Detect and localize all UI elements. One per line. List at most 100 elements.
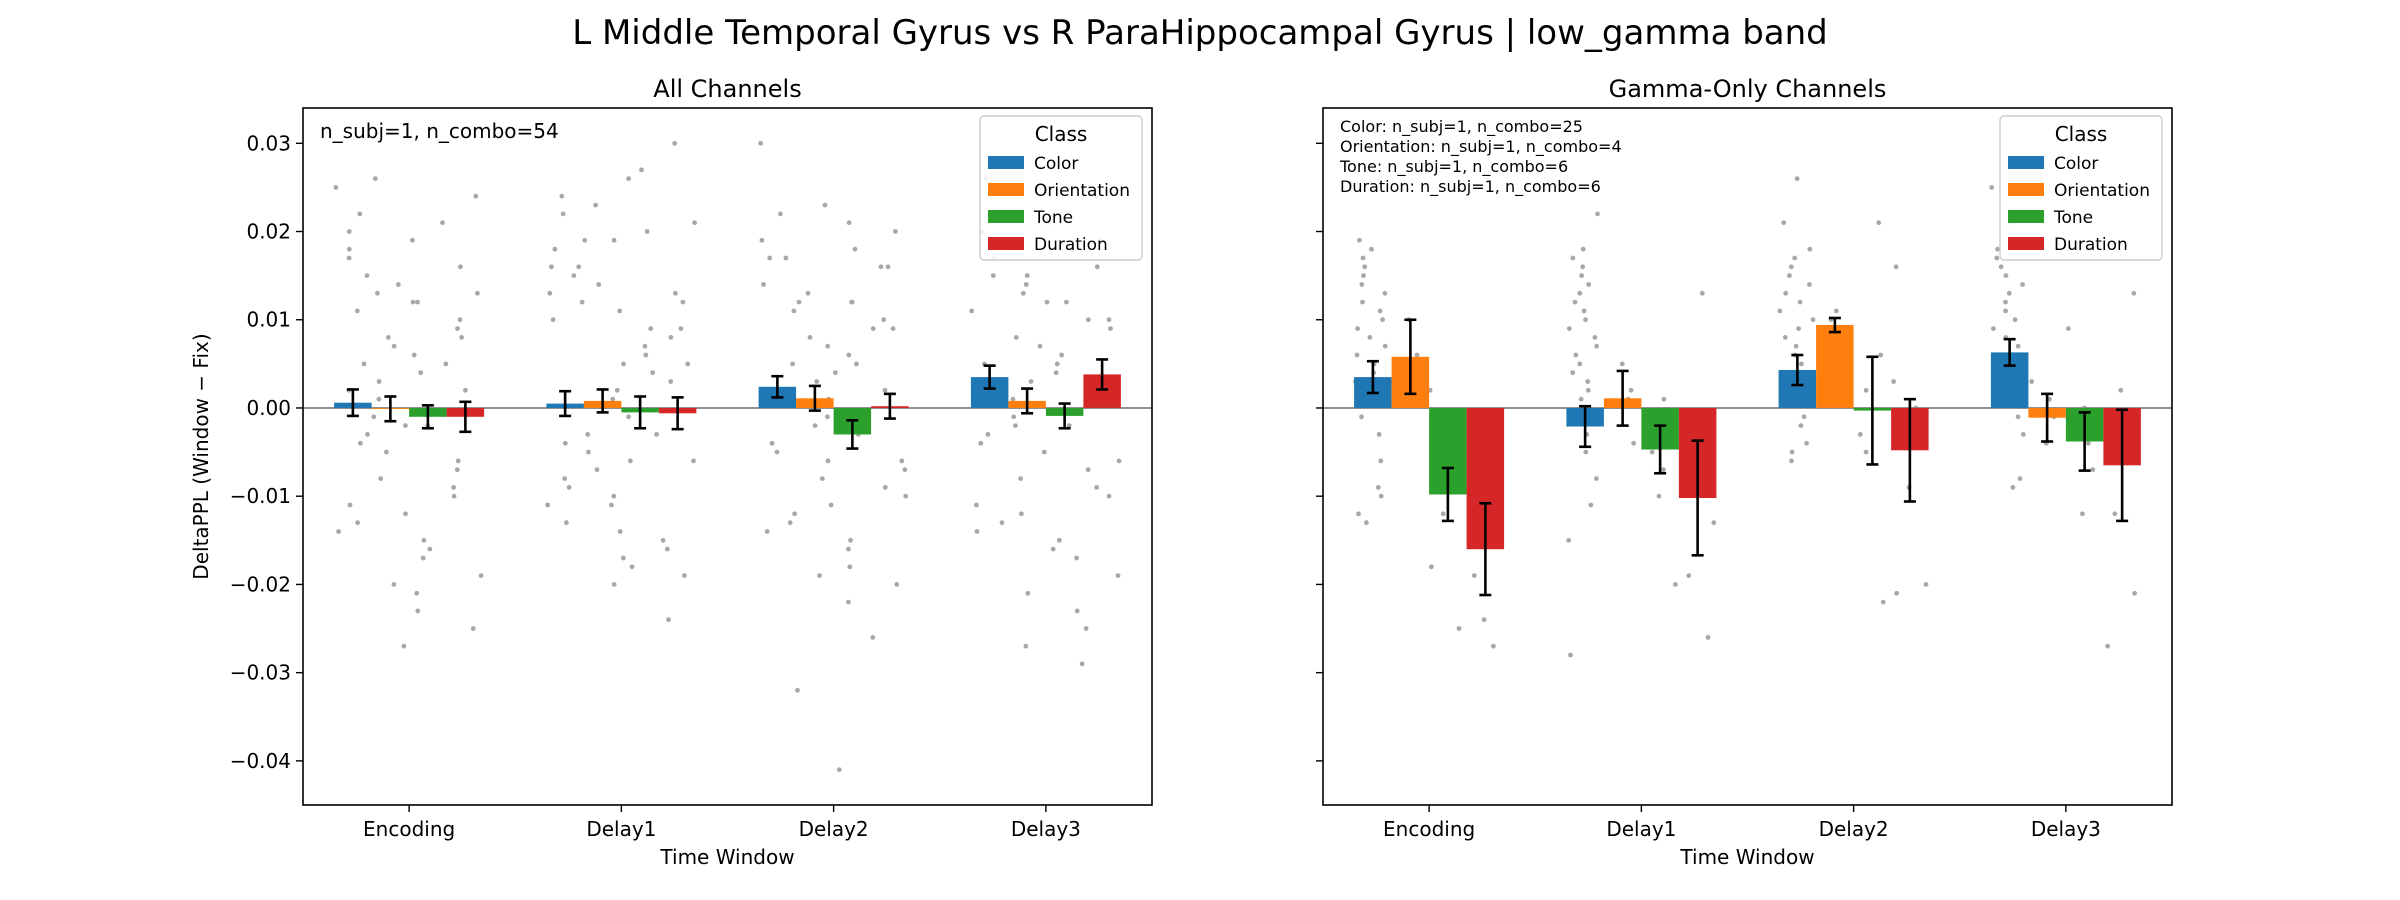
data-point [1376,432,1382,437]
data-point [783,255,789,261]
data-point [796,299,802,305]
data-point [899,458,905,464]
data-point [1013,335,1019,340]
data-point [650,370,655,376]
data-point [1580,264,1586,270]
data-point [1566,537,1572,543]
data-point [1028,379,1034,384]
data-point [365,432,370,437]
data-point [825,414,830,420]
data-point [1086,317,1091,323]
data-point [617,308,623,314]
data-point [852,246,858,252]
data-point [1106,317,1112,323]
data-point [848,537,853,543]
data-point [1354,352,1360,358]
data-point [594,467,600,473]
data-point [1355,326,1360,331]
data-point [1789,449,1795,455]
data-point [1807,282,1812,287]
data-point [767,255,773,261]
data-point [346,246,352,252]
data-point [846,352,852,358]
data-point [576,264,582,270]
panel-title: All Channels [653,75,801,103]
x-tick-label: Delay2 [799,817,869,841]
data-point [579,299,585,305]
data-point [2118,387,2124,393]
data-point [778,211,783,217]
data-point [2132,590,2138,596]
data-point [790,361,795,367]
x-tick-label: Delay3 [2031,817,2101,841]
data-point [894,582,900,587]
data-point [903,493,909,499]
data-point [2012,317,2018,323]
data-point [812,423,818,428]
data-point [396,282,401,287]
panel-title: Gamma-Only Channels [1609,75,1887,103]
data-point [454,467,460,473]
data-point [1699,290,1705,296]
data-point [1085,467,1091,473]
data-point [410,299,416,305]
data-point [1894,590,1899,596]
plot-frame [302,107,1153,806]
data-point [566,485,572,490]
data-point [1380,317,1385,323]
data-point [1356,511,1361,517]
data-point [1793,343,1799,349]
legend-title: Class [2055,122,2108,146]
data-point [1083,626,1089,631]
data-point [463,387,468,393]
data-point [1583,449,1589,455]
data-point [1798,423,1804,428]
data-point [849,299,855,305]
data-point [1023,643,1029,649]
data-point [1013,423,1018,428]
data-point [878,264,884,270]
data-point [1619,361,1625,367]
data-point [1592,335,1598,340]
data-point [1050,546,1056,552]
data-point [2131,290,2137,296]
legend-swatch [2008,210,2044,223]
data-point [1094,264,1100,270]
data-point [1880,599,1886,605]
data-point [545,502,550,508]
data-point [560,211,566,217]
data-point [1375,485,1381,490]
y-tick-label: −0.01 [230,484,291,508]
data-point [644,229,650,234]
data-point [2015,343,2021,349]
data-point [680,299,686,305]
data-point [1787,273,1792,278]
data-point [596,282,602,287]
data-point [1783,290,1789,296]
data-point [978,440,984,446]
data-point [440,220,445,226]
data-point [2015,414,2021,420]
data-point [354,308,360,314]
data-point [685,361,691,367]
data-point [1595,211,1600,217]
legend-label: Duration [1034,235,1108,255]
y-tick-label: 0.02 [246,220,291,244]
data-point [758,140,763,146]
data-point [582,237,588,243]
data-point [1991,326,1996,331]
data-point [1661,396,1667,402]
data-point [1995,246,2000,252]
data-point [355,520,360,526]
data-point [769,440,775,446]
x-tick-label: Encoding [1383,817,1475,841]
y-tick-label: 0.00 [246,396,291,420]
data-point [364,273,370,278]
data-point [1891,379,1896,384]
data-point [470,626,476,631]
data-point [410,237,415,243]
data-point [1570,370,1576,376]
annotation-text: Duration: n_subj=1, n_combo=6 [1340,177,1601,197]
data-point [1471,573,1477,578]
data-point [1064,299,1069,305]
